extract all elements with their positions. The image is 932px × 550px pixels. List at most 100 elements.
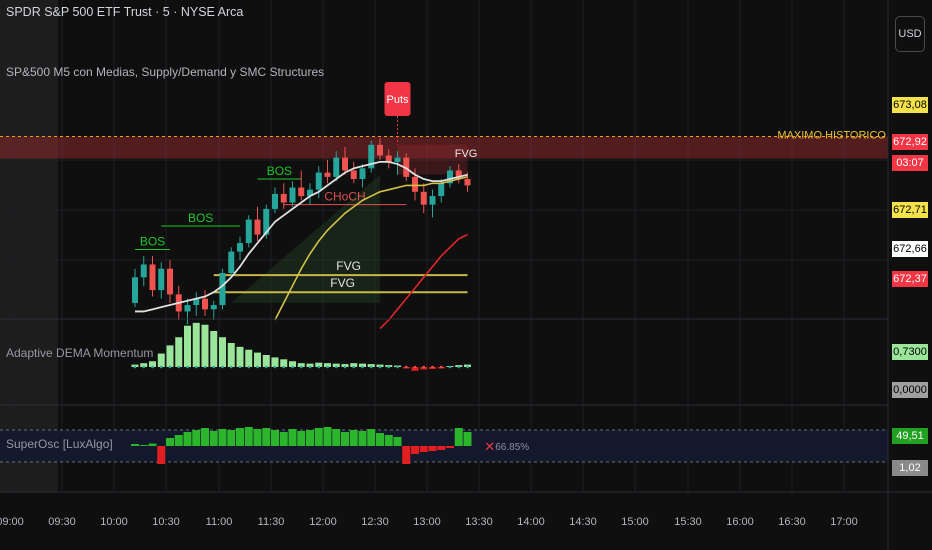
momentum-dot bbox=[308, 365, 312, 369]
demand-zone bbox=[231, 174, 380, 303]
price-axis-label: 672,37 bbox=[892, 271, 928, 287]
superosc-bar bbox=[218, 429, 227, 446]
momentum-bar bbox=[411, 367, 419, 371]
momentum-dot bbox=[142, 365, 146, 369]
candle-body bbox=[202, 298, 208, 310]
momentum-dot bbox=[264, 365, 268, 369]
momentum-bar bbox=[297, 363, 305, 367]
candle-body bbox=[272, 193, 278, 209]
momentum-dot bbox=[177, 365, 181, 369]
time-tick-label: 14:00 bbox=[517, 516, 545, 528]
resistance-zone bbox=[0, 136, 888, 159]
candle-body bbox=[464, 179, 471, 186]
candle-body bbox=[140, 264, 147, 278]
superosc-bar bbox=[428, 446, 437, 451]
candle-body bbox=[438, 183, 445, 197]
currency-button[interactable]: USD bbox=[895, 16, 925, 52]
momentum-dot bbox=[291, 365, 294, 369]
momentum-dot bbox=[186, 365, 189, 369]
superosc-bar bbox=[454, 428, 463, 446]
momentum-dot bbox=[457, 365, 461, 369]
symbol-title[interactable]: SPDR S&P 500 ETF Trust · 5 · NYSE Arca bbox=[6, 5, 244, 19]
time-tick-label: 15:00 bbox=[621, 516, 649, 528]
superosc-bar bbox=[192, 430, 201, 446]
momentum-bar bbox=[271, 357, 279, 367]
time-tick-label: 09:00 bbox=[0, 516, 24, 528]
candle-body bbox=[184, 305, 191, 312]
momentum-bar bbox=[306, 363, 314, 367]
superosc-bar bbox=[332, 429, 341, 446]
time-tick-label: 11:30 bbox=[257, 516, 285, 528]
superosc-bar bbox=[463, 432, 472, 446]
time-tick-label: 11:00 bbox=[205, 516, 233, 528]
time-tick-label: 13:30 bbox=[465, 516, 493, 528]
ma-white-line bbox=[135, 161, 468, 313]
momentum-bar bbox=[201, 324, 209, 367]
superosc-bar bbox=[288, 429, 297, 446]
superosc-bar bbox=[201, 428, 209, 446]
superosc-bar bbox=[306, 430, 314, 446]
price-axis-label: 672,92 bbox=[892, 134, 928, 150]
momentum-dot bbox=[448, 365, 452, 369]
superosc-bar bbox=[419, 446, 428, 452]
price-axis-label: 672,66 bbox=[892, 241, 928, 257]
bos-label: BOS bbox=[188, 211, 213, 225]
superosc-bar bbox=[384, 435, 393, 446]
time-tick-label: 09:30 bbox=[48, 516, 76, 528]
momentum-pane-title[interactable]: Adaptive DEMA Momentum bbox=[6, 346, 154, 360]
superosc-bar bbox=[209, 431, 218, 446]
puts-signal-label: Puts bbox=[386, 94, 409, 106]
superosc-bar bbox=[166, 438, 174, 446]
candle-body bbox=[324, 172, 331, 177]
fvg-trailing-label: FVG bbox=[455, 148, 478, 160]
superosc-bar bbox=[236, 428, 244, 446]
momentum-bar bbox=[149, 361, 156, 367]
candle-body bbox=[333, 157, 340, 177]
time-tick-label: 16:30 bbox=[778, 516, 806, 528]
superosc-bar bbox=[131, 444, 139, 446]
time-tick-label: 15:30 bbox=[674, 516, 702, 528]
momentum-bar bbox=[289, 361, 296, 367]
momentum-bar bbox=[175, 337, 183, 367]
momentum-dot bbox=[317, 365, 321, 369]
momentum-dot bbox=[396, 365, 399, 369]
momentum-bar bbox=[367, 364, 375, 367]
momentum-dot bbox=[326, 365, 329, 369]
momentum-dot bbox=[151, 365, 154, 369]
candle-body bbox=[263, 208, 270, 235]
momentum-bar bbox=[184, 325, 191, 367]
candle-body bbox=[350, 170, 357, 179]
candle-body bbox=[254, 219, 261, 235]
price-axis-label: 1,02 bbox=[892, 460, 928, 476]
momentum-bar bbox=[350, 363, 358, 367]
momentum-dot bbox=[361, 365, 364, 369]
superosc-bar bbox=[341, 432, 349, 446]
candle-body bbox=[315, 172, 322, 190]
superosc-bar bbox=[349, 430, 358, 446]
momentum-bar bbox=[245, 349, 253, 367]
candle-body bbox=[429, 196, 436, 205]
time-tick-label: 16:00 bbox=[726, 516, 754, 528]
ma-yellow-line bbox=[274, 176, 468, 321]
momentum-dot bbox=[159, 365, 163, 369]
indicator-title[interactable]: SP&500 M5 con Medias, Supply/Demand y SM… bbox=[6, 65, 325, 79]
time-tick-label: 13:00 bbox=[413, 516, 441, 528]
superosc-bar bbox=[376, 433, 384, 446]
price-axis-label: 672,71 bbox=[892, 202, 928, 218]
superosc-bar bbox=[297, 431, 306, 446]
momentum-bar bbox=[341, 364, 349, 367]
fvg-label: FVG bbox=[336, 259, 361, 273]
candle-body bbox=[167, 268, 173, 295]
momentum-dot bbox=[247, 365, 251, 369]
momentum-dot bbox=[299, 365, 303, 369]
momentum-bar bbox=[140, 363, 148, 367]
momentum-dot bbox=[203, 365, 207, 369]
momentum-dot bbox=[422, 365, 426, 369]
superosc-pane-title[interactable]: SuperOsc [LuxAlgo] bbox=[6, 437, 113, 451]
candle-body bbox=[412, 176, 418, 192]
candle-body bbox=[298, 187, 305, 197]
momentum-bar bbox=[192, 322, 200, 367]
superosc-bar bbox=[157, 446, 166, 464]
price-axis-label: 0,7300 bbox=[892, 344, 928, 360]
